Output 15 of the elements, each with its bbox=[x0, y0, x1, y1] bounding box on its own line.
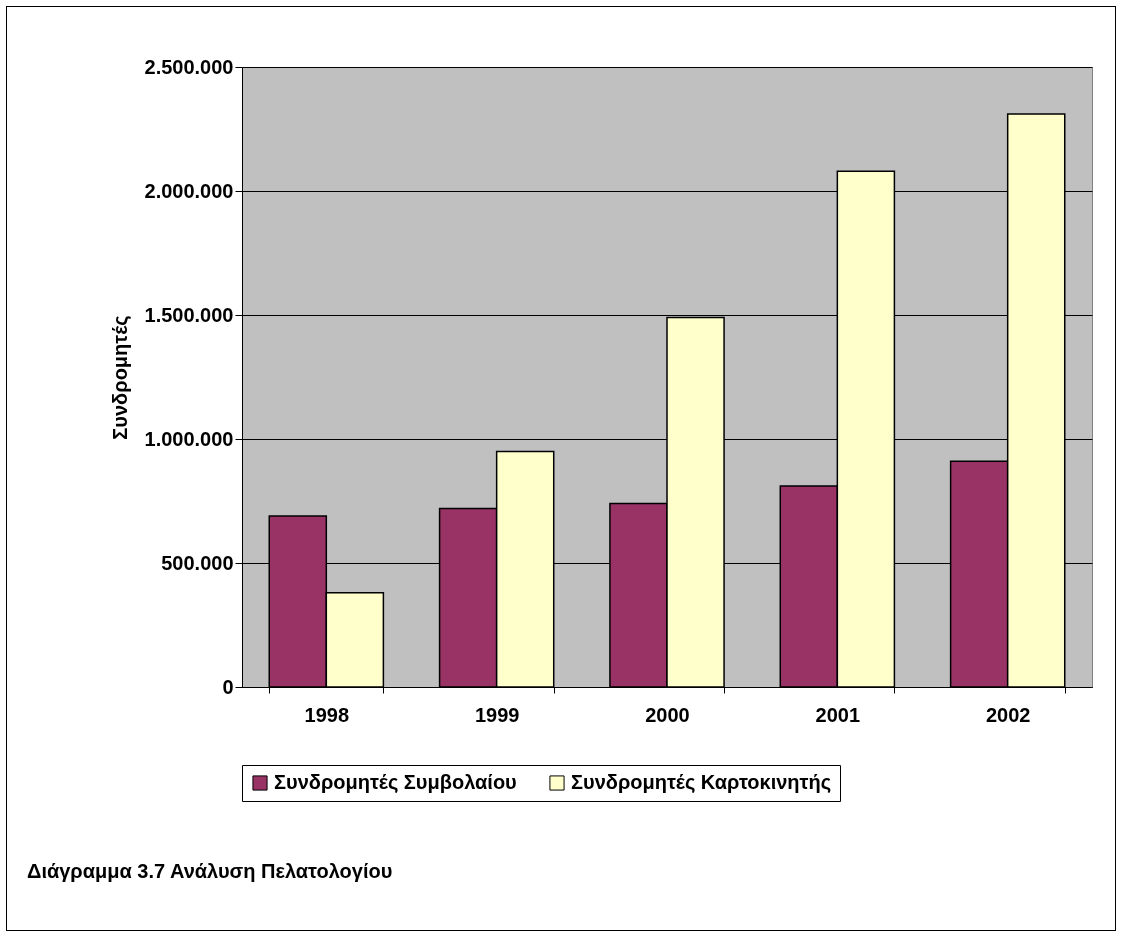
y-tick-label: 0 bbox=[222, 675, 234, 698]
x-tick-label: 2001 bbox=[815, 703, 861, 726]
y-tick-label: 2.000.000 bbox=[144, 179, 234, 202]
x-tick-label: 1998 bbox=[304, 703, 350, 726]
y-tick-label: 1.500.000 bbox=[144, 303, 234, 326]
x-tick-label: 2002 bbox=[985, 703, 1031, 726]
y-axis-title: Συνδρομητές bbox=[108, 315, 131, 440]
text: Διάγραμμα 3.7 Ανάλυση Πελατολογίου bbox=[27, 859, 393, 882]
x-tick-label: 1999 bbox=[474, 703, 520, 726]
legend-label: Συνδρομητές Συμβολαίου bbox=[274, 771, 517, 793]
legend-label: Συνδρομητές Καρτοκινητής bbox=[571, 771, 832, 793]
x-tick-label: 2000 bbox=[645, 703, 690, 726]
y-tick-label: 2.500.000 bbox=[144, 55, 234, 78]
y-tick-label: 500.000 bbox=[161, 551, 234, 574]
y-tick-label: 1.000.000 bbox=[144, 427, 234, 450]
